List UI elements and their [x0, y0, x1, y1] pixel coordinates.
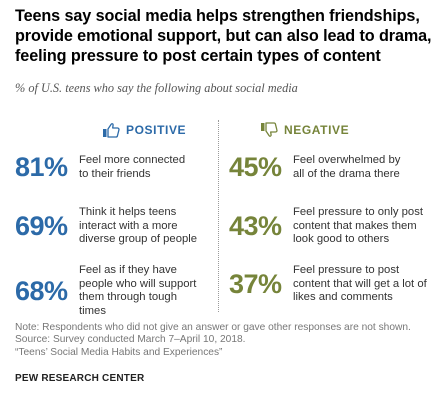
negative-item: 43% Feel pressure to only post content t… — [229, 206, 431, 247]
positive-item: 68% Feel as if they have people who will… — [15, 264, 207, 318]
thumbs-up-icon — [102, 122, 120, 138]
positive-label: POSITIVE — [126, 123, 187, 137]
item-text: Feel overwhelmed by all of the drama the… — [293, 154, 401, 180]
positive-item: 69% Think it helps teens interact with a… — [15, 206, 207, 247]
negative-item: 37% Feel pressure to post content that w… — [229, 264, 431, 305]
item-text: Feel pressure to only post content that … — [293, 206, 423, 245]
percent-label: 45% — [229, 152, 282, 182]
credit: PEW RESEARCH CENTER — [15, 373, 145, 384]
item-text: Think it helps teens interact with a mor… — [79, 206, 198, 245]
report-title-line: “Teens’ Social Media Habits and Experien… — [15, 346, 223, 358]
percent-label: 68% — [15, 275, 68, 306]
item-text: Feel as if they have people who will sup… — [79, 264, 197, 317]
percent-label: 37% — [229, 268, 282, 299]
percent-label: 43% — [229, 210, 282, 241]
percent-label: 69% — [15, 210, 68, 241]
positive-header: POSITIVE — [102, 122, 186, 138]
negative-item: 45% Feel overwhelmed by all of the drama… — [229, 152, 411, 183]
chart-title: Teens say social media helps strengthen … — [15, 7, 432, 65]
note-line: Note: Respondents who did not give an an… — [15, 322, 411, 333]
column-divider — [218, 120, 219, 312]
notes: Note: Respondents who did not give an an… — [15, 322, 411, 359]
percent-label: 81% — [15, 152, 68, 182]
positive-item: 81% Feel more connected to their friends — [15, 152, 197, 183]
negative-header: NEGATIVE — [260, 122, 349, 138]
source-line: Source: Survey conducted March 7–April 1… — [15, 334, 246, 346]
item-text: Feel more connected to their friends — [79, 154, 186, 180]
item-text: Feel pressure to post content that will … — [293, 264, 427, 303]
thumbs-down-icon — [260, 122, 278, 138]
negative-label: NEGATIVE — [284, 123, 350, 137]
chart-subtitle: % of U.S. teens who say the following ab… — [15, 81, 298, 95]
